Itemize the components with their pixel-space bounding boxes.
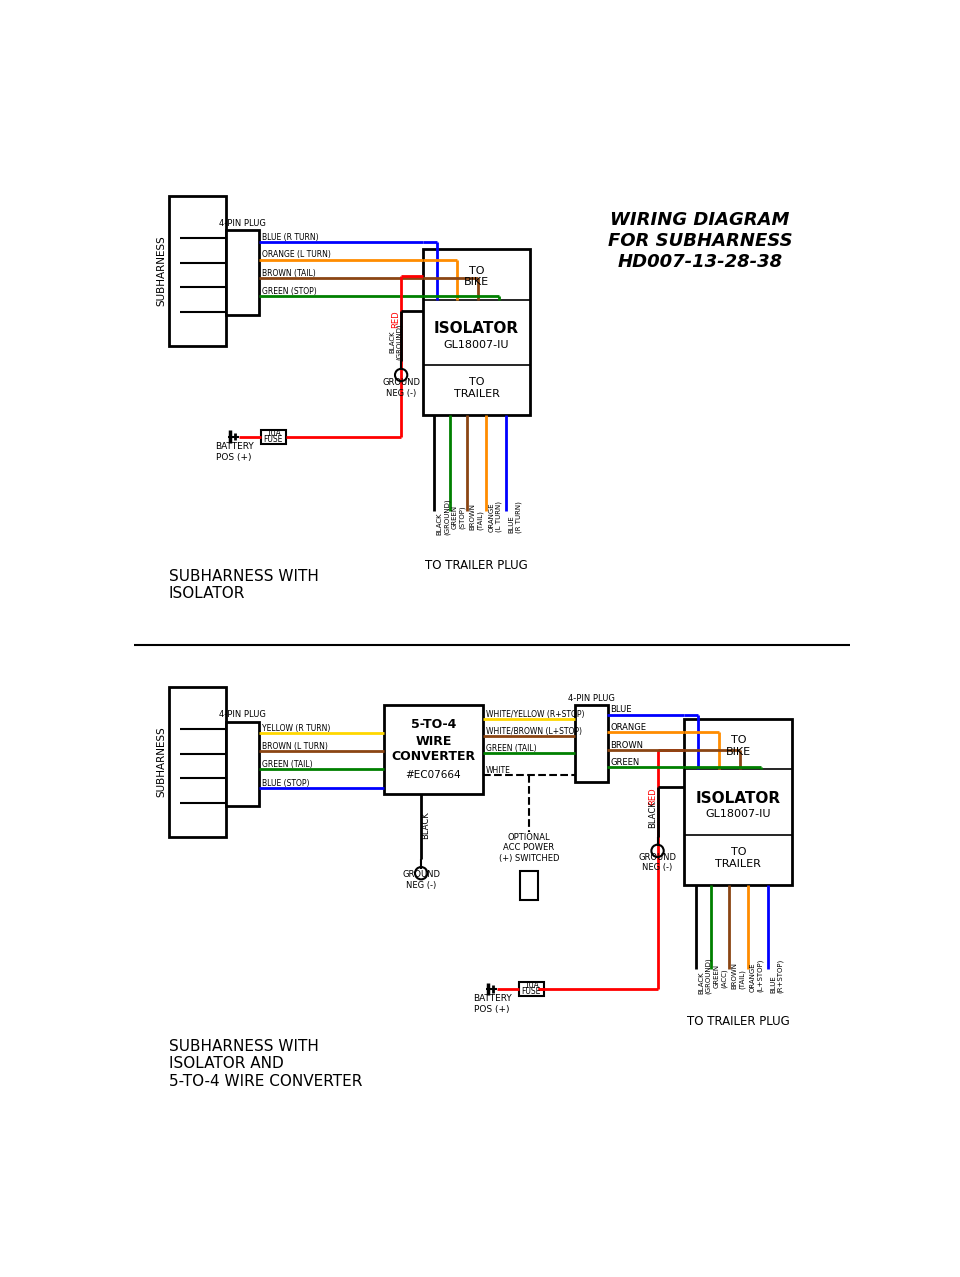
- Text: BLUE (STOP): BLUE (STOP): [262, 779, 309, 788]
- Text: GROUND
NEG (-): GROUND NEG (-): [382, 378, 420, 398]
- Text: FUSE: FUSE: [264, 435, 283, 444]
- Text: GROUND
NEG (-): GROUND NEG (-): [402, 871, 440, 890]
- Text: BROWN: BROWN: [611, 741, 643, 750]
- Text: TO
BIKE: TO BIKE: [726, 736, 751, 757]
- Text: WHITE/BROWN (L+STOP): WHITE/BROWN (L+STOP): [486, 727, 582, 736]
- Text: GREEN (STOP): GREEN (STOP): [262, 287, 317, 296]
- Text: RED: RED: [648, 788, 657, 805]
- Text: TO
BIKE: TO BIKE: [464, 266, 490, 287]
- Bar: [384, 705, 483, 794]
- Bar: [261, 429, 286, 443]
- Bar: [519, 871, 539, 900]
- Text: SUBHARNESS WITH
ISOLATOR: SUBHARNESS WITH ISOLATOR: [169, 570, 319, 601]
- Text: BATTERY
POS (+): BATTERY POS (+): [215, 442, 253, 462]
- Text: BLACK: BLACK: [648, 799, 657, 827]
- Text: ORANGE
(L+STOP): ORANGE (L+STOP): [750, 959, 763, 992]
- Text: #EC07664: #EC07664: [406, 770, 462, 780]
- Text: BLUE
(R+STOP): BLUE (R+STOP): [770, 959, 783, 992]
- Text: ISOLATOR: ISOLATOR: [434, 321, 519, 336]
- Text: TO
TRAILER: TO TRAILER: [454, 377, 499, 398]
- Bar: [227, 230, 258, 315]
- Text: TO TRAILER PLUG: TO TRAILER PLUG: [687, 1015, 790, 1028]
- Text: TO TRAILER PLUG: TO TRAILER PLUG: [425, 559, 528, 572]
- Bar: [684, 719, 792, 885]
- Bar: [169, 687, 227, 836]
- Text: GL18007-IU: GL18007-IU: [444, 340, 510, 350]
- Text: BLACK: BLACK: [421, 811, 430, 839]
- Text: BLACK
(GROUND): BLACK (GROUND): [437, 498, 450, 535]
- Text: GL18007-IU: GL18007-IU: [706, 810, 771, 820]
- Bar: [422, 249, 531, 415]
- Text: 10A: 10A: [266, 429, 280, 438]
- Text: WIRE: WIRE: [416, 736, 451, 748]
- Text: BLUE: BLUE: [611, 705, 632, 714]
- Text: WHITE: WHITE: [486, 765, 511, 775]
- Bar: [169, 195, 227, 346]
- Bar: [227, 722, 258, 806]
- Text: SUBHARNESS WITH
ISOLATOR AND
5-TO-4 WIRE CONVERTER: SUBHARNESS WITH ISOLATOR AND 5-TO-4 WIRE…: [169, 1038, 362, 1088]
- Text: BLUE
(R TURN): BLUE (R TURN): [508, 501, 521, 533]
- Text: RED: RED: [392, 310, 400, 328]
- Text: GREEN: GREEN: [611, 757, 639, 766]
- Text: GREEN
(ACC): GREEN (ACC): [713, 964, 728, 987]
- Text: GREEN (TAIL): GREEN (TAIL): [262, 760, 312, 769]
- Text: 4-PIN PLUG: 4-PIN PLUG: [568, 693, 614, 702]
- Text: ISOLATOR: ISOLATOR: [696, 790, 781, 806]
- Text: BROWN
(TAIL): BROWN (TAIL): [469, 503, 483, 530]
- Text: WIRING DIAGRAM
FOR SUBHARNESS
HD007-13-28-38: WIRING DIAGRAM FOR SUBHARNESS HD007-13-2…: [608, 211, 792, 271]
- Text: GROUND
NEG (-): GROUND NEG (-): [638, 853, 677, 872]
- Text: SUBHARNESS: SUBHARNESS: [156, 727, 166, 797]
- Text: BATTERY
POS (+): BATTERY POS (+): [472, 995, 512, 1014]
- Text: BLUE (R TURN): BLUE (R TURN): [262, 232, 319, 241]
- Text: 5-TO-4: 5-TO-4: [411, 718, 456, 730]
- Text: BLACK
(GROUND): BLACK (GROUND): [698, 958, 712, 994]
- Text: 4-PIN PLUG: 4-PIN PLUG: [219, 218, 266, 227]
- Text: BLACK
(GROUND): BLACK (GROUND): [389, 323, 402, 360]
- Text: CONVERTER: CONVERTER: [392, 751, 475, 764]
- Text: ORANGE (L TURN): ORANGE (L TURN): [262, 250, 330, 259]
- Bar: [575, 705, 608, 783]
- Text: YELLOW (R TURN): YELLOW (R TURN): [262, 724, 330, 733]
- Text: OPTIONAL
ACC POWER
(+) SWITCHED: OPTIONAL ACC POWER (+) SWITCHED: [498, 833, 560, 863]
- Text: BROWN (L TURN): BROWN (L TURN): [262, 742, 327, 751]
- Text: GREEN (TAIL): GREEN (TAIL): [486, 744, 537, 753]
- Text: 10A: 10A: [524, 981, 539, 990]
- Text: ORANGE
(L TURN): ORANGE (L TURN): [488, 501, 502, 533]
- Text: 4-PIN PLUG: 4-PIN PLUG: [219, 710, 266, 719]
- Text: FUSE: FUSE: [521, 987, 540, 996]
- Text: BROWN (TAIL): BROWN (TAIL): [262, 269, 316, 278]
- Text: GREEN
(STOP): GREEN (STOP): [452, 504, 466, 529]
- Text: ORANGE: ORANGE: [611, 723, 647, 732]
- Text: WHITE/YELLOW (R+STOP): WHITE/YELLOW (R+STOP): [486, 710, 585, 719]
- Text: BROWN
(TAIL): BROWN (TAIL): [732, 962, 745, 990]
- Text: TO
TRAILER: TO TRAILER: [715, 847, 761, 868]
- Bar: [519, 982, 543, 996]
- Text: SUBHARNESS: SUBHARNESS: [156, 235, 166, 306]
